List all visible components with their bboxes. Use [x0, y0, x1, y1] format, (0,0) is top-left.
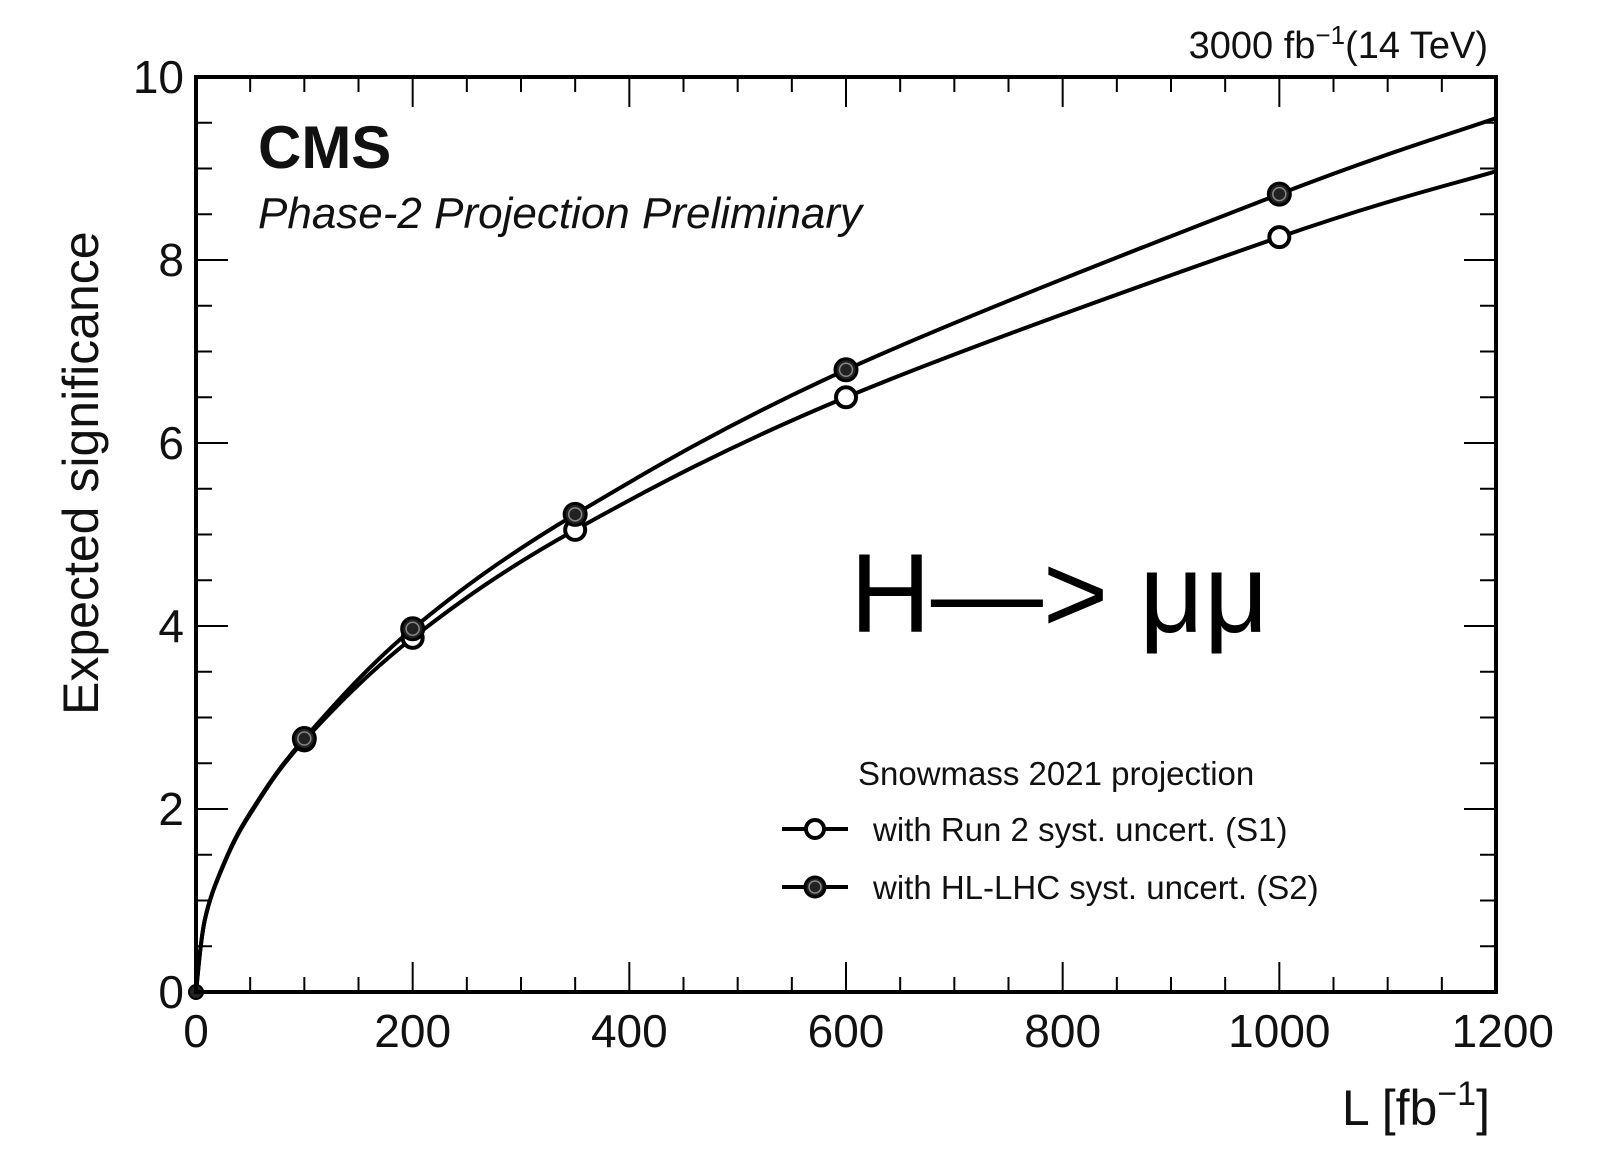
point-s2-ring	[297, 731, 312, 746]
point-s2	[400, 616, 426, 642]
point-s2	[562, 501, 588, 527]
x-axis-title: L [fb−1]	[1342, 1075, 1490, 1136]
y-tick-label: 2	[158, 783, 184, 835]
series-line-s2	[196, 116, 1496, 992]
legend-label-s2: with HL-LHC syst. uncert. (S2)	[872, 869, 1319, 906]
channel-annotation: H—> μμ	[850, 531, 1268, 656]
point-s1	[834, 385, 858, 410]
y-tick-label: 10	[133, 51, 184, 103]
legend-label-s1: with Run 2 syst. uncert. (S1)	[872, 811, 1287, 848]
point-s2-ring	[1272, 186, 1287, 202]
x-tick-label: 400	[591, 1005, 668, 1057]
x-tick-label: 200	[374, 1005, 451, 1057]
y-tick-label: 6	[158, 417, 184, 469]
point-s2	[291, 726, 317, 752]
y-tick-label: 0	[158, 966, 184, 1018]
x-tick-label: 800	[1024, 1005, 1101, 1057]
legend-marker-s1	[804, 818, 826, 840]
point-s2-ring	[567, 507, 583, 522]
point-s1	[1267, 225, 1292, 250]
series-layer	[188, 116, 1496, 1000]
y-axis-title: Expected significance	[53, 231, 109, 715]
x-tick-label: 600	[808, 1005, 885, 1057]
experiment-label: CMS	[258, 114, 391, 181]
point-s2-ring	[838, 362, 854, 378]
axis-ticks	[195, 76, 1497, 993]
axis-tick-labels: 0 200 400 600 800 1000 1200 0 2 4 6 8 10	[133, 51, 1554, 1057]
x-tick-label: 0	[183, 1005, 209, 1057]
legend-title: Snowmass 2021 projection	[858, 755, 1254, 792]
y-tick-label: 4	[158, 600, 184, 652]
legend-marker-s2	[803, 875, 827, 899]
legend-marker-s2-ring	[808, 880, 822, 894]
point-s2	[833, 357, 859, 383]
y-tick-label: 8	[158, 234, 184, 286]
legend: Snowmass 2021 projection with Run 2 syst…	[782, 755, 1319, 906]
plot-frame	[194, 75, 1498, 994]
point-s2-ring	[405, 621, 420, 636]
x-tick-label: 1200	[1452, 1005, 1554, 1057]
point-s2	[1266, 181, 1292, 207]
lumi-label: 3000 fb−1(14 TeV)	[1189, 20, 1488, 67]
subtitle: Phase-2 Projection Preliminary	[258, 189, 865, 238]
x-tick-label: 1000	[1228, 1005, 1330, 1057]
